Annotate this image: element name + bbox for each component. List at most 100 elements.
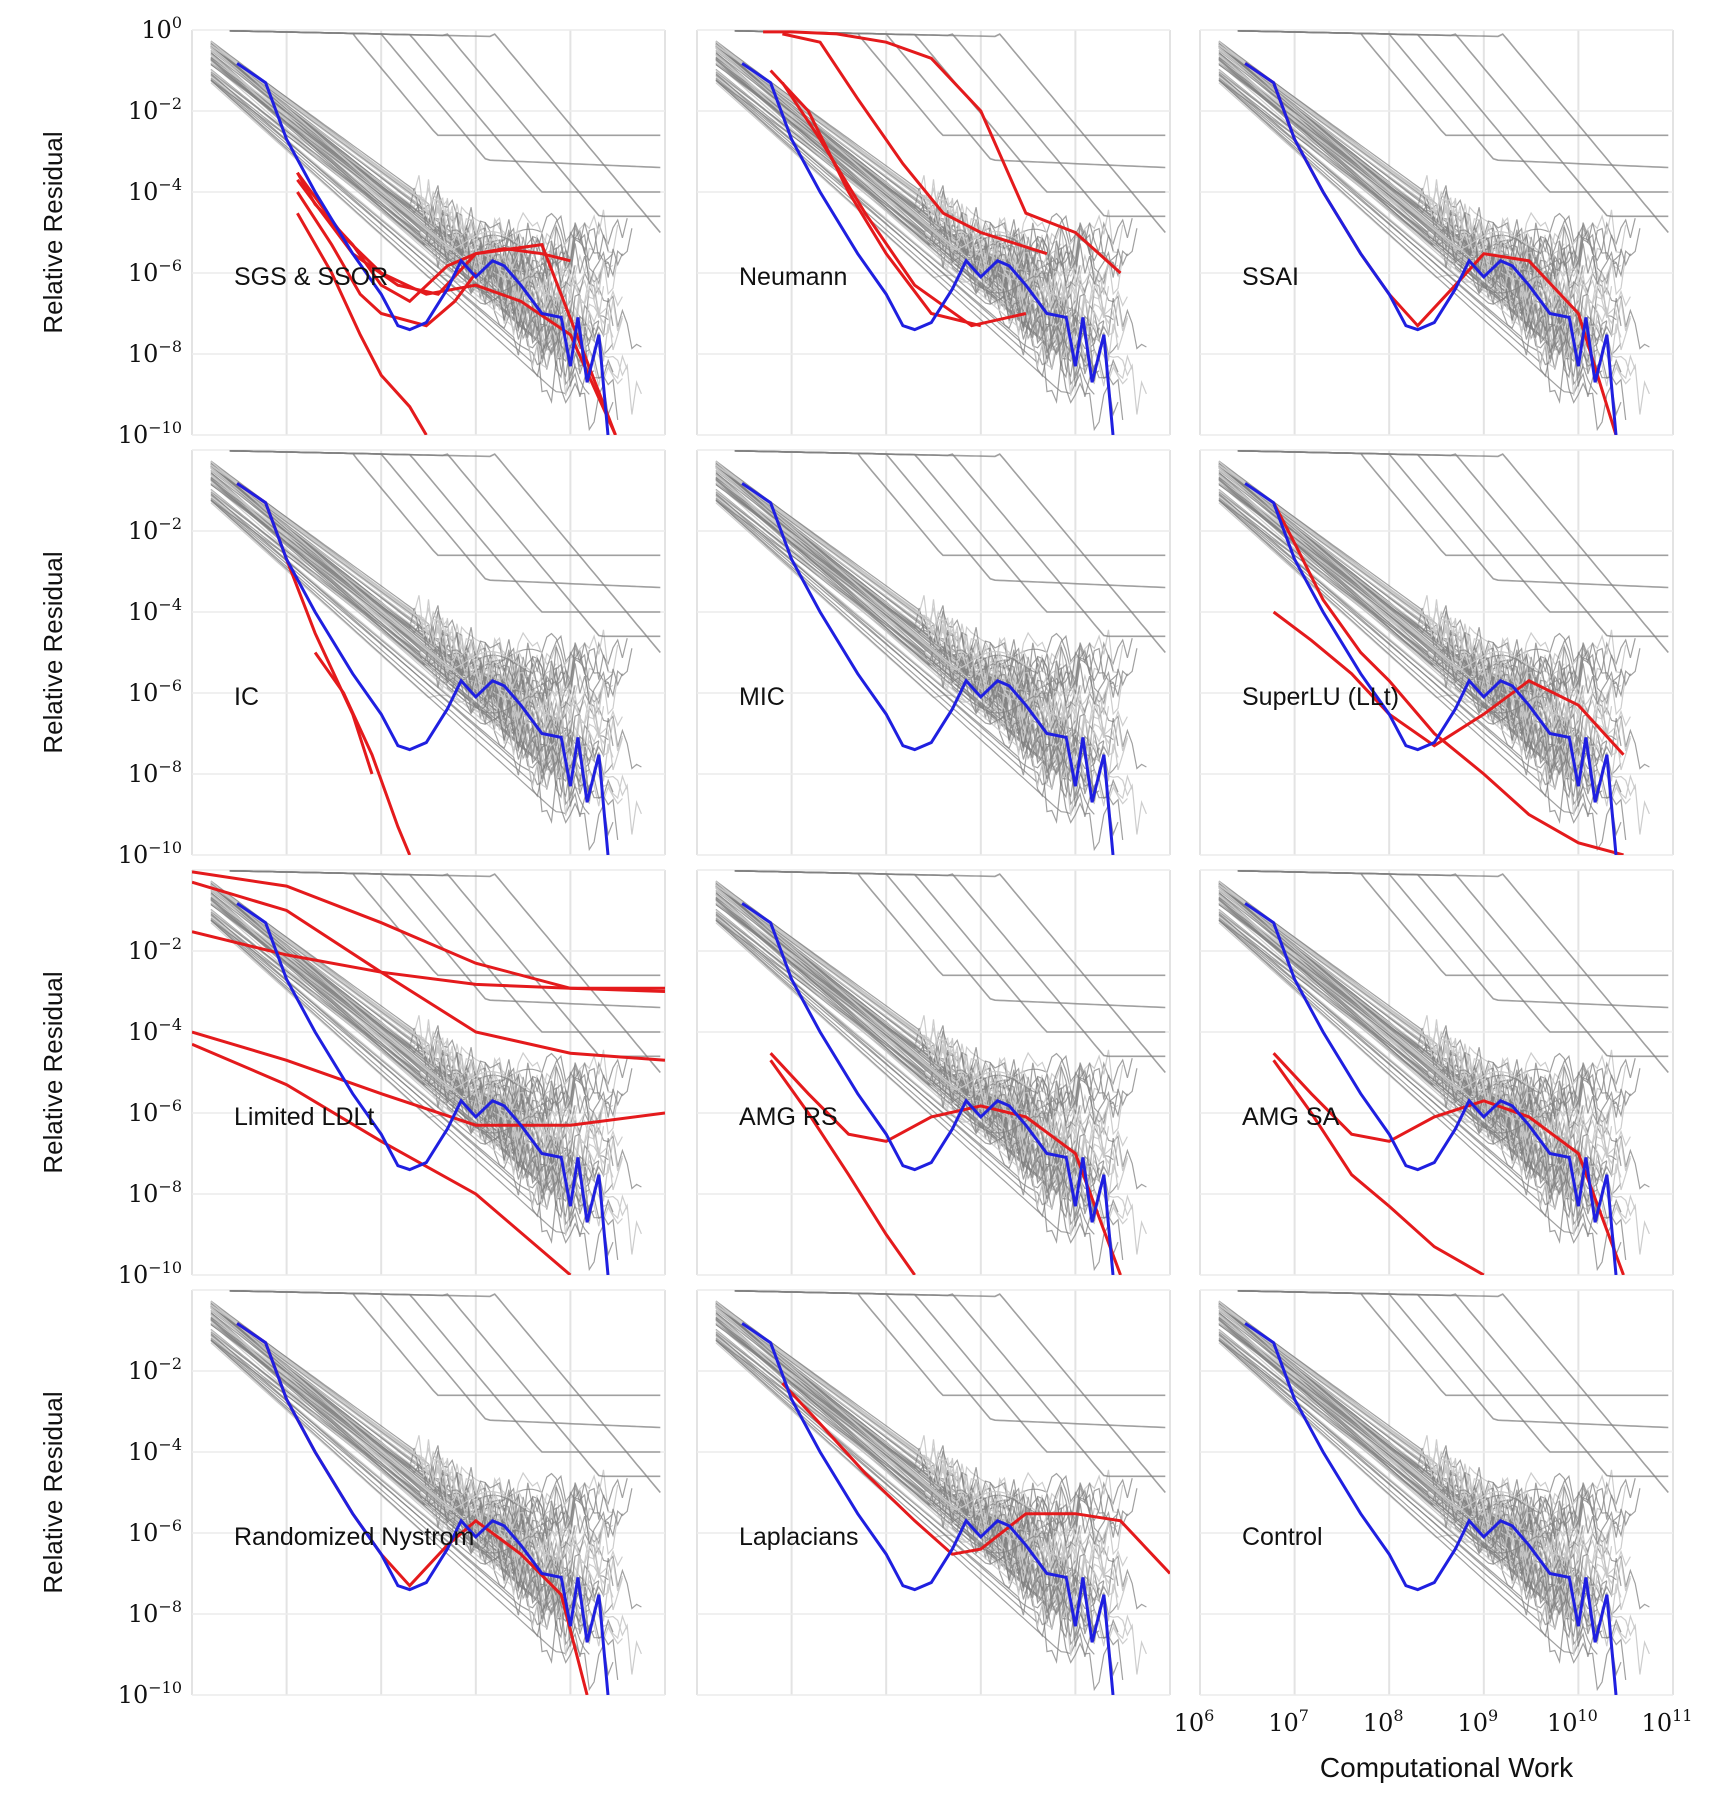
background-series (734, 1290, 1166, 1453)
panel-12: Control 106 107 108 109 1010 1011 Computational… (1174, 1289, 1692, 1783)
background-series (210, 911, 590, 1196)
background-series (715, 919, 1119, 1272)
background-series (210, 919, 614, 1272)
background-series (1218, 40, 1546, 252)
y-tick-label: 10−4 (128, 1435, 182, 1466)
background-series (210, 71, 590, 356)
background-series (715, 465, 1039, 720)
background-series (210, 461, 609, 715)
background-series (210, 498, 543, 798)
background-series (210, 1322, 571, 1656)
background-series (1218, 1337, 1589, 1596)
panel-1: SGS & SSOR 100 10−2 10−4 10−6 10−8 10−10 Relati… (38, 13, 666, 449)
background-series (715, 59, 1067, 294)
background-series (715, 1318, 1128, 1580)
background-series (1218, 44, 1603, 340)
background-series (1218, 1312, 1631, 1545)
background-series (210, 472, 623, 705)
background-series (1218, 465, 1542, 720)
background-series (715, 914, 1138, 1118)
background-series (210, 77, 581, 336)
background-series (210, 1339, 614, 1692)
background-series (715, 898, 1128, 1160)
background-series (715, 892, 1128, 1125)
background-series (715, 917, 1086, 1176)
x-tick-label: 108 (1363, 1706, 1404, 1737)
panel-9: AMG SA (1199, 869, 1674, 1276)
background-series (1218, 918, 1551, 1218)
y-tick-label: 10−8 (128, 1597, 182, 1628)
panel-label: Limited LDLt (234, 1103, 374, 1131)
background-series (210, 74, 633, 278)
background-series (715, 78, 1048, 378)
background-series (210, 58, 576, 387)
background-series (1218, 491, 1598, 776)
background-series (210, 917, 581, 1176)
background-series (1218, 59, 1570, 294)
x-tick-label: 109 (1457, 1706, 1498, 1737)
panel-label: AMG SA (1242, 1103, 1340, 1131)
panel-8: AMG RS (696, 869, 1171, 1276)
background-series (210, 58, 623, 320)
background-series (1218, 1304, 1603, 1600)
background-series (1218, 914, 1641, 1118)
background-series (1218, 881, 1617, 1135)
background-series (210, 44, 595, 340)
reference-series (236, 902, 610, 1275)
reference-series (236, 482, 610, 855)
background-series (1237, 30, 1669, 193)
panel-label: IC (234, 683, 259, 711)
background-series (715, 499, 1124, 840)
background-series (1218, 1322, 1579, 1656)
background-series (210, 1300, 538, 1512)
background-series (1218, 898, 1631, 1160)
background-series (1218, 460, 1546, 672)
panel-6: SuperLU (LLt) (1199, 449, 1674, 856)
y-tick-label: 10−2 (128, 1354, 182, 1385)
background-series (1218, 499, 1627, 840)
background-series (715, 58, 1081, 387)
highlight-series (192, 1030, 665, 1127)
background-series (1218, 1306, 1613, 1582)
background-series (1218, 79, 1627, 420)
background-series (1237, 1290, 1669, 1453)
background-series (715, 1300, 1043, 1512)
background-series (1218, 892, 1631, 1125)
background-series (715, 77, 1086, 336)
background-series (1218, 499, 1622, 852)
background-series (715, 479, 1067, 714)
panel-label: Control (1242, 1523, 1323, 1551)
panel-10: Randomized Nystrom 10−2 10−4 10−6 10−8 10−10 R… (38, 1289, 666, 1709)
panel-label: MIC (739, 683, 785, 711)
background-series (1218, 46, 1613, 322)
background-series (1218, 1339, 1627, 1680)
background-series (715, 79, 1124, 420)
background-series (210, 892, 623, 1125)
background-series (715, 1337, 1086, 1596)
background-series (1237, 870, 1669, 1033)
panel-label: Randomized Nystrom (234, 1523, 474, 1551)
background-series (1218, 498, 1551, 798)
panel-3: SSAI (1199, 29, 1674, 436)
background-series (1218, 77, 1589, 336)
highlight-series (781, 1382, 1170, 1575)
y-axis-label: Relative Residual (38, 131, 68, 333)
background-series (1218, 41, 1617, 295)
highlight-series (769, 69, 982, 328)
background-series (210, 40, 538, 252)
background-series (1218, 884, 1603, 1180)
background-series (210, 45, 534, 300)
background-series (715, 45, 1039, 300)
background-series (210, 478, 623, 740)
background-series (210, 1301, 609, 1555)
y-axis-label: Relative Residual (38, 1391, 68, 1593)
background-series (210, 479, 562, 714)
background-series (229, 1290, 661, 1453)
background-series (210, 1334, 633, 1538)
background-series (715, 1312, 1128, 1545)
y-tick-label: 10−4 (128, 175, 182, 206)
background-series (715, 899, 1067, 1134)
background-series (715, 919, 1124, 1260)
y-axis-label: Relative Residual (38, 971, 68, 1173)
panel-label: SGS & SSOR (234, 263, 388, 291)
